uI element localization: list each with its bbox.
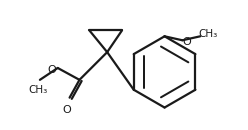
Text: CH₃: CH₃	[198, 29, 218, 39]
Text: CH₃: CH₃	[28, 85, 48, 95]
Text: O: O	[62, 105, 71, 115]
Text: O: O	[182, 37, 191, 47]
Text: O: O	[47, 65, 56, 75]
